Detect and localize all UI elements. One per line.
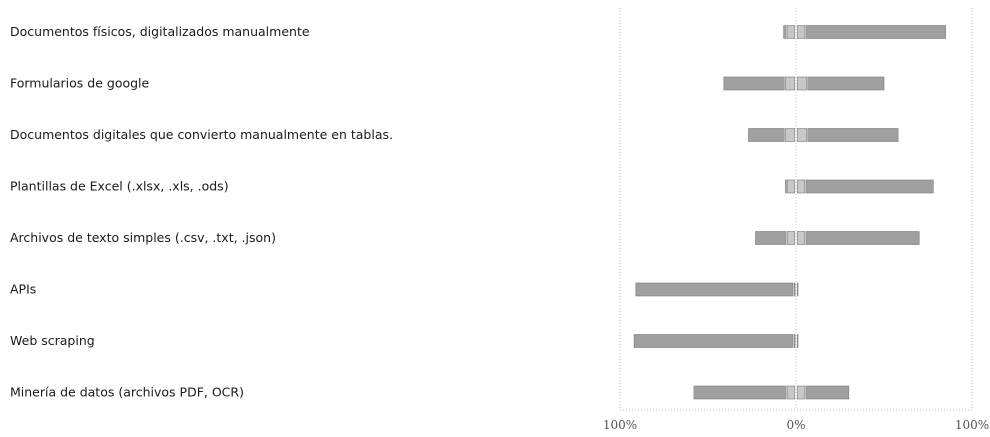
bar-segment [633, 334, 794, 348]
category-label: Minería de datos (archivos PDF, OCR) [10, 385, 244, 400]
category-label: Formularios de google [10, 76, 150, 91]
tick-label: 100% [603, 418, 637, 432]
bar-segments [633, 25, 946, 400]
bar-segment [635, 282, 794, 297]
bar-segment [805, 231, 920, 245]
category-label: Plantillas de Excel (.xlsx, .xls, .ods) [10, 179, 229, 194]
bar-segment [805, 385, 850, 400]
bar-segment [693, 385, 787, 400]
bar-segment [748, 128, 785, 142]
bar-segment [796, 282, 799, 297]
bar-segment [796, 179, 806, 194]
plot-frame [619, 8, 973, 411]
tick-label: 100% [955, 418, 989, 432]
bar-segment [796, 76, 807, 91]
bar-segment [805, 179, 934, 194]
bar-segment [786, 25, 796, 39]
bar-segment [785, 179, 787, 194]
bar-segment [783, 25, 787, 39]
bar-segment [793, 334, 796, 348]
bar-segment [796, 231, 806, 245]
category-label: Web scraping [10, 333, 95, 348]
bar-segment [807, 76, 885, 91]
bar-segment [785, 76, 796, 91]
bar-segment [723, 76, 785, 91]
bar-segment [796, 385, 806, 400]
bar-segment [786, 385, 796, 400]
category-label: Documentos digitales que convierto manua… [10, 127, 393, 142]
category-label: APIs [10, 282, 36, 297]
bar-segment [786, 231, 796, 245]
bar-segment [793, 282, 796, 297]
category-label: Documentos físicos, digitalizados manual… [10, 24, 310, 39]
axis-ticks: 100% 0% 100% [603, 418, 989, 432]
bar-segment [805, 25, 946, 39]
tick-label: 0% [786, 418, 805, 432]
bar-segment [807, 128, 899, 142]
bar-segment [786, 179, 796, 194]
bar-segment [796, 25, 806, 39]
category-labels: Documentos físicos, digitalizados manual… [10, 24, 393, 400]
bar-segment [755, 231, 787, 245]
category-label: Archivos de texto simples (.csv, .txt, .… [10, 230, 276, 245]
bar-segment [796, 128, 807, 142]
bar-segment [796, 334, 799, 348]
bar-segment [785, 128, 796, 142]
